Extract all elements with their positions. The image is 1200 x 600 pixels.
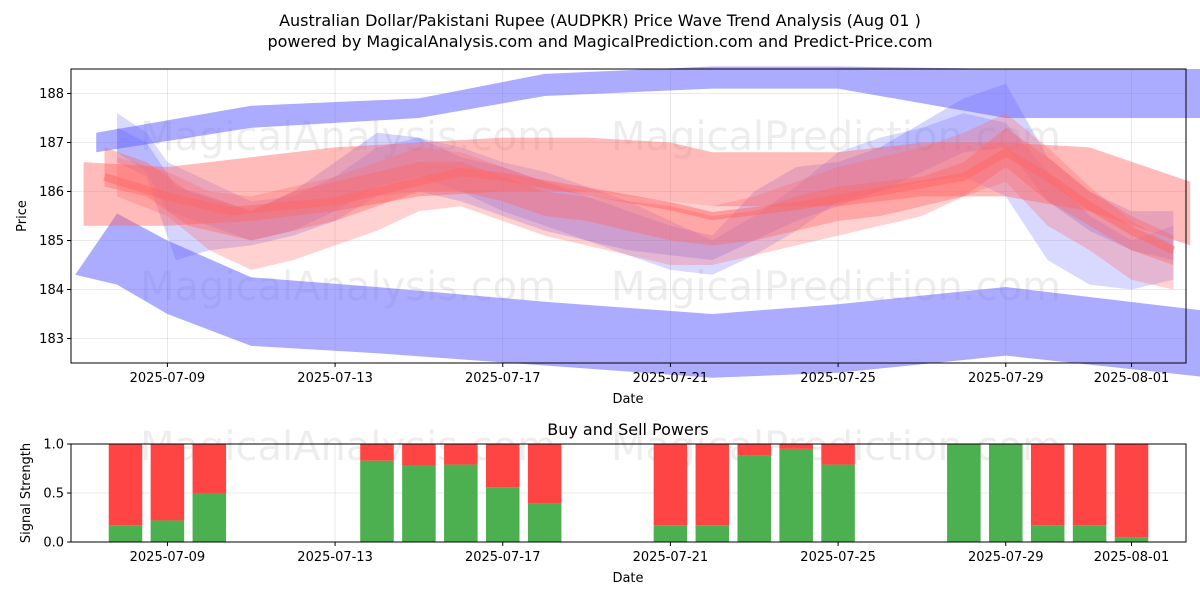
sell-bar (1114, 444, 1149, 538)
sell-bar (779, 444, 813, 449)
price-x-axis: 2025-07-09 2025-07-13 2025-07-17 2025-07-21… (130, 363, 1170, 386)
signal-x-tick-label: 2025-07-21 (633, 550, 709, 565)
buy-bar (444, 464, 478, 542)
signal-x-tick-label: 2025-07-17 (465, 550, 541, 565)
sell-bar (444, 444, 478, 465)
buy-bar (1072, 525, 1107, 542)
buy-bar (192, 493, 227, 542)
band-red-wave-1 (83, 137, 1191, 246)
price-x-axis-label: Date (612, 392, 643, 407)
buy-bar (150, 520, 185, 542)
signal-y-axis-label: Signal Strength (19, 443, 34, 543)
price-plot-frame (70, 68, 1187, 364)
signal-y-tick-label: 0.5 (43, 487, 64, 502)
buy-bar (1114, 537, 1149, 542)
price-x-tick-label: 2025-07-13 (297, 371, 373, 386)
buy-bar (821, 464, 855, 542)
price-x-tick-label: 2025-07-29 (968, 371, 1044, 386)
price-x-tick-label: 2025-07-17 (465, 371, 541, 386)
price-x-tick-label: 2025-07-09 (130, 371, 206, 386)
band-blue-wave-1 (117, 113, 1174, 290)
buy-sell-title: Buy and Sell Powers (547, 420, 709, 439)
buy-sell-plot: Buy and Sell Powers MagicalAnalysis.comM… (19, 420, 1187, 586)
sell-bar (1072, 444, 1107, 526)
band-blue-wave-2 (117, 83, 1174, 261)
buy-bar (737, 455, 772, 542)
sell-bar (192, 444, 227, 493)
sell-bar (1030, 444, 1065, 526)
watermark-text: MagicalPrediction.com (611, 114, 1061, 160)
signal-y-tick-label: 0.0 (43, 536, 64, 551)
buy-bar (1030, 525, 1065, 542)
sell-bar (527, 444, 562, 504)
buy-bar (653, 525, 688, 542)
price-y-tick-label: 188 (39, 87, 64, 102)
band-blue-upper-envelope (96, 66, 1200, 153)
buy-bar (360, 460, 394, 542)
price-y-axis: 183 184 185 186 187 188 (39, 87, 71, 347)
signal-x-tick-label: 2025-07-13 (297, 550, 373, 565)
buy-bar (947, 444, 981, 542)
sell-bar (360, 444, 394, 461)
sell-bar (737, 444, 772, 456)
buy-bar (485, 487, 520, 542)
signal-bars (108, 444, 1149, 542)
band-red-wave-2 (104, 127, 1174, 265)
signal-x-axis-label: Date (612, 571, 643, 586)
sell-bar (402, 444, 436, 466)
buy-bar (988, 444, 1023, 542)
sell-bar (150, 444, 185, 521)
sell-bar (485, 444, 520, 488)
chart-title-line1: Australian Dollar/Pakistani Rupee (AUDPK… (279, 11, 921, 30)
buy-bar (527, 503, 562, 542)
price-y-tick-label: 187 (39, 136, 64, 151)
price-x-tick-label: 2025-07-25 (800, 371, 876, 386)
price-y-tick-label: 186 (39, 185, 64, 200)
signal-x-tick-label: 2025-07-25 (800, 550, 876, 565)
price-y-tick-label: 183 (39, 332, 64, 347)
sell-bar (821, 444, 855, 465)
price-y-axis-label: Price (15, 200, 30, 232)
price-x-tick-label: 2025-07-21 (633, 371, 709, 386)
sell-bar (695, 444, 730, 526)
sell-bar (653, 444, 688, 526)
buy-bar (108, 525, 143, 542)
price-y-tick-label: 185 (39, 234, 64, 249)
signal-x-axis: 2025-07-09 2025-07-13 2025-07-17 2025-07-21… (130, 542, 1170, 565)
chart-title-line2: powered by MagicalAnalysis.com and Magic… (267, 32, 932, 51)
price-y-tick-label: 184 (39, 283, 64, 298)
price-wave-plot: MagicalAnalysis.com MagicalPrediction.com… (15, 66, 1200, 407)
buy-bar (402, 465, 436, 542)
signal-x-tick-label: 2025-08-01 (1094, 550, 1170, 565)
buy-bar (779, 448, 813, 542)
signal-y-axis: 0.0 0.5 1.0 (43, 438, 71, 551)
signal-y-tick-label: 1.0 (43, 438, 64, 453)
signal-x-tick-label: 2025-07-09 (130, 550, 206, 565)
buy-bar (695, 525, 730, 542)
sell-bar (108, 444, 143, 526)
price-core-line (103, 148, 1176, 254)
signal-x-tick-label: 2025-07-29 (968, 550, 1044, 565)
price-bands (75, 66, 1200, 378)
band-blue-lower-envelope (75, 213, 1200, 378)
price-x-tick-label: 2025-08-01 (1094, 371, 1170, 386)
